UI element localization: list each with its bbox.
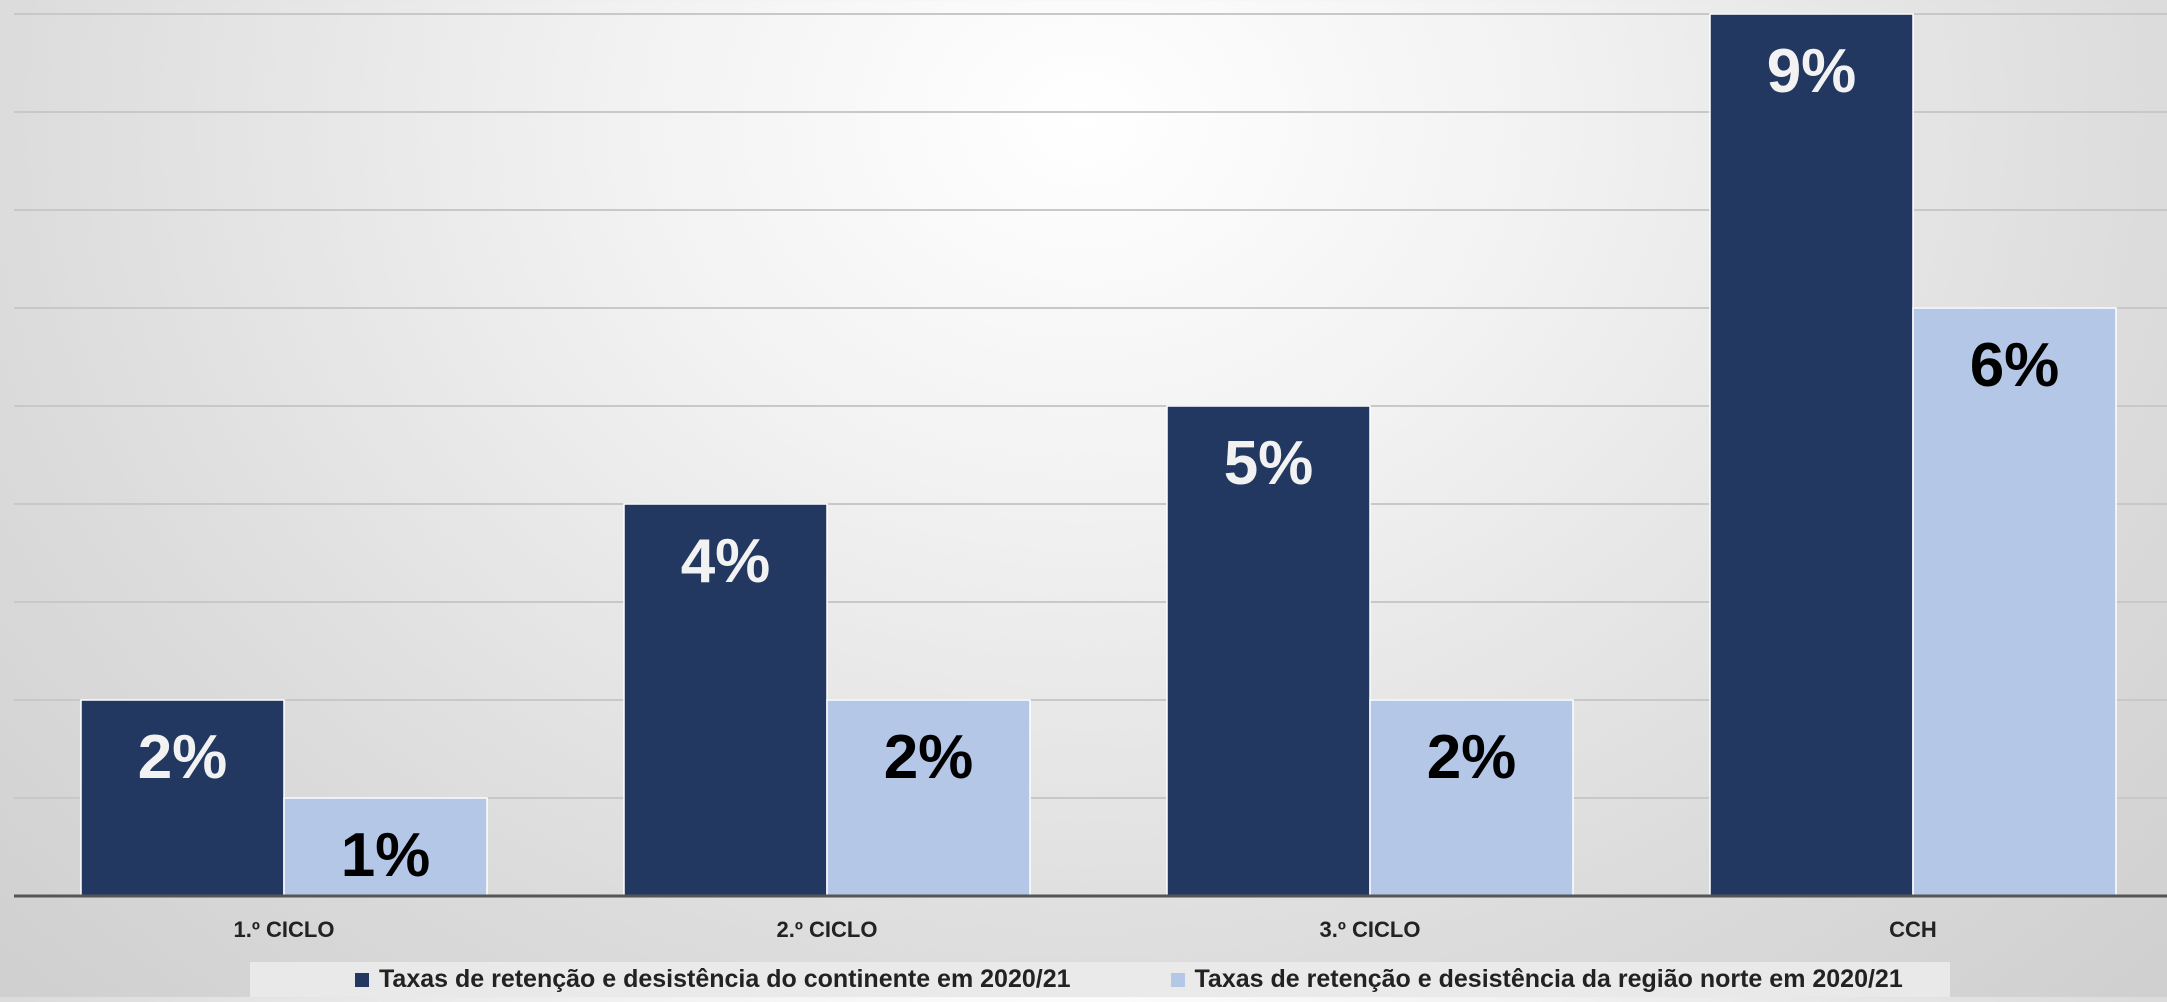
bar-series2-4 (1912, 307, 2117, 897)
data-label-series1-3: 5% (1224, 429, 1314, 498)
data-label-series2-4: 6% (1970, 331, 2060, 400)
bars (80, 13, 2117, 897)
data-label-series2-1: 1% (341, 821, 431, 890)
bar-series1-4 (1709, 13, 1914, 897)
x-tick-label: 2.º CICLO (777, 917, 878, 942)
gridlines (14, 13, 2167, 799)
data-label-series1-4: 9% (1767, 37, 1857, 106)
legend-swatch-regiao-norte (1170, 972, 1185, 987)
data-label-series2-3: 2% (1427, 723, 1517, 792)
legend-item-continente: Taxas de retenção e desistência do conti… (355, 965, 1071, 994)
x-tick-label: 3.º CICLO (1320, 917, 1421, 942)
legend-label-regiao-norte: Taxas de retenção e desistência da regiã… (1194, 965, 1903, 993)
bar-series2-3 (1369, 699, 1574, 897)
data-label-series1-2: 4% (681, 527, 771, 596)
data-labels: 2% 1% 4% 2% 5% 2% 9% 6% (138, 37, 2060, 890)
x-tick-label: CCH (1889, 917, 1937, 942)
x-tick-label: 1.º CICLO (234, 917, 335, 942)
legend-item-regiao-norte: Taxas de retenção e desistência da regiã… (1170, 965, 1903, 994)
x-tick-labels: 1.º CICLO 2.º CICLO 3.º CICLO CCH (234, 917, 1937, 942)
data-label-series2-2: 2% (884, 723, 974, 792)
data-label-series1-1: 2% (138, 723, 228, 792)
legend-label-continente: Taxas de retenção e desistência do conti… (379, 965, 1071, 993)
legend-swatch-continente (355, 972, 369, 987)
legend: Taxas de retenção e desistência do conti… (250, 962, 1950, 997)
